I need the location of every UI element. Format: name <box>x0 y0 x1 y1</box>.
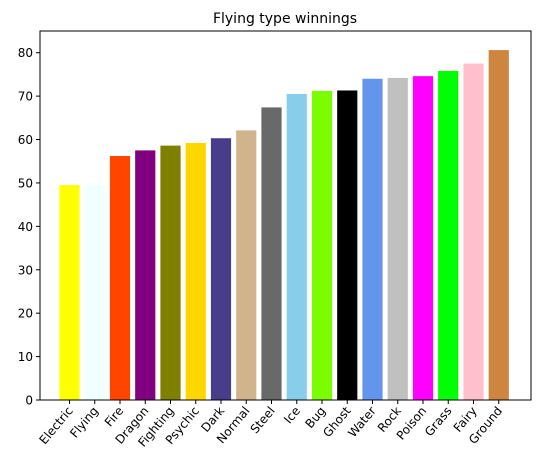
y-tick-label: 20 <box>18 307 33 321</box>
y-tick-label: 60 <box>18 133 33 147</box>
x-tick-label: Ice <box>281 404 303 426</box>
x-tick-label: Electric <box>36 404 75 447</box>
x-tick-label: Grass <box>422 404 455 439</box>
bar-rock <box>387 77 408 400</box>
bar-steel <box>261 107 282 400</box>
bar-normal <box>236 130 257 400</box>
bar-ice <box>286 93 307 401</box>
x-tick-label: Water <box>345 404 379 440</box>
plot-frame <box>39 30 532 401</box>
y-tick-label: 50 <box>18 176 33 190</box>
x-tick-label: Flying <box>67 404 101 441</box>
y-axis: 0 10 20 30 40 50 60 70 80 <box>18 46 40 408</box>
bars <box>59 50 509 401</box>
bar-water <box>362 78 383 401</box>
y-tick-label: 80 <box>18 46 33 60</box>
bar-dark <box>210 138 232 401</box>
bar-fire <box>109 156 131 400</box>
bar-poison <box>412 76 434 401</box>
bar-psychic <box>185 143 206 400</box>
bar-fairy <box>463 63 484 400</box>
bar-ground <box>488 50 509 401</box>
y-tick-label: 40 <box>18 220 33 234</box>
bar-dragon <box>135 150 156 400</box>
bar-electric <box>59 185 80 400</box>
y-tick-label: 0 <box>25 394 33 408</box>
bar-ghost <box>337 90 358 400</box>
bar-fighting <box>160 145 181 400</box>
x-tick-label: Steel <box>248 404 278 436</box>
chart-title: Flying type winnings <box>213 11 357 27</box>
bar-bug <box>311 90 333 400</box>
bar-flying <box>84 185 105 400</box>
bar-grass <box>438 70 459 401</box>
y-tick-label: 10 <box>18 350 33 364</box>
y-tick-label: 30 <box>18 263 33 277</box>
y-tick-label: 70 <box>18 90 33 104</box>
